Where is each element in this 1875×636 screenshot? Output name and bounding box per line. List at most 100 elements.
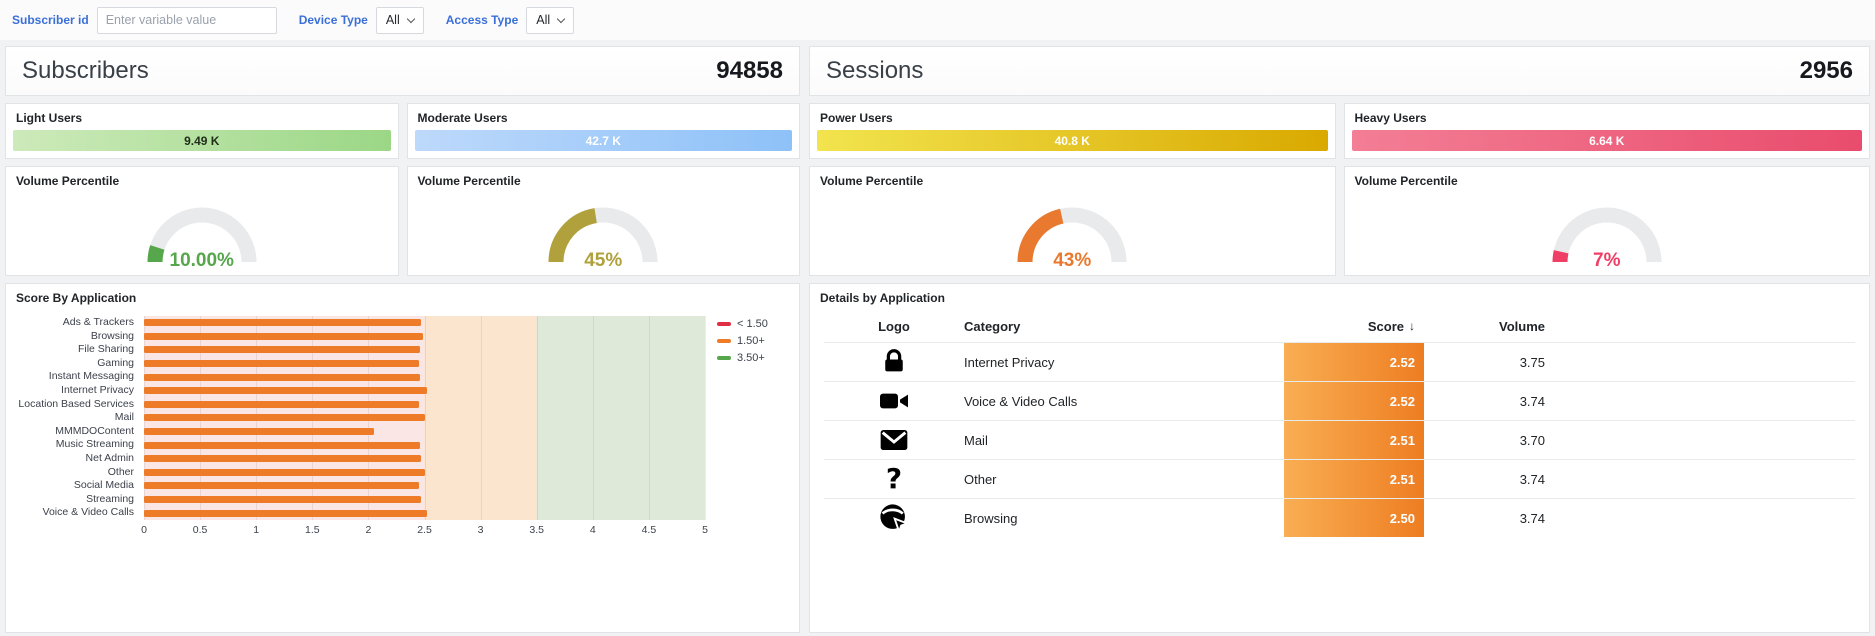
x-tick-label: 3 [477, 524, 484, 536]
bar[interactable] [144, 468, 425, 476]
score-cell: 2.52 [1284, 382, 1424, 420]
category-cell: Voice & Video Calls [964, 393, 1078, 409]
device-type-select[interactable]: All [375, 6, 424, 34]
gauge: 10.00% [127, 192, 277, 272]
stat-bar: 42.7 K [414, 130, 792, 151]
sort-desc-icon: ↓ [1409, 319, 1415, 333]
table-row[interactable]: Internet Privacy 2.52 3.75 [824, 342, 1855, 381]
volume-cell: 3.75 [1519, 354, 1545, 370]
logo-cell [824, 421, 964, 459]
bar[interactable] [144, 482, 419, 490]
gauge-value: 7% [1593, 250, 1621, 271]
column-header-category[interactable]: Category [964, 318, 1021, 334]
bar[interactable] [144, 400, 419, 408]
panel-title[interactable]: Score By Application [16, 291, 137, 305]
sessions-title: Sessions [826, 57, 924, 84]
bar-row [144, 384, 705, 398]
bar-category-label: Net Admin [85, 451, 134, 464]
legend-item[interactable]: 3.50+ [717, 352, 793, 364]
bar[interactable] [144, 428, 374, 436]
subscriber-id-input[interactable] [96, 6, 277, 34]
gauge-arc [147, 207, 257, 263]
panel-title[interactable]: Details by Application [820, 291, 945, 305]
panel-title[interactable]: Volume Percentile [417, 174, 521, 188]
bar-chart-legend: < 1.50 1.50+ 3.50+ [705, 316, 793, 538]
bar-category-label: MMMDOContent [55, 424, 134, 437]
category-cell: Internet Privacy [964, 354, 1055, 370]
bar-row [144, 506, 705, 520]
column-header-volume[interactable]: Volume [1499, 318, 1545, 334]
bar[interactable] [144, 360, 419, 368]
panel-title[interactable]: Heavy Users [1354, 111, 1427, 125]
access-type-select[interactable]: All [526, 6, 575, 34]
panel-title[interactable]: Volume Percentile [820, 174, 924, 188]
column-header-score-label: Score [1367, 318, 1404, 334]
stat-value: 9.49 K [184, 133, 220, 148]
table-body: Internet Privacy 2.52 3.75 Voice & Video Ca… [824, 342, 1855, 537]
bar-row [144, 438, 705, 452]
sessions-column: Sessions 2956 Power Users 40.8 K Heavy U… [809, 46, 1870, 633]
bar-category-label: Streaming [86, 492, 134, 505]
x-tick-label: 2.5 [417, 524, 432, 536]
bar[interactable] [144, 455, 422, 463]
bar-chart-plot-column: 0 0.5 1 1.5 2 2.5 3 3.5 4 4.5 5 [141, 316, 708, 538]
panel-title[interactable]: Volume Percentile [1354, 174, 1458, 188]
subscriber-id-label: Subscriber id [12, 13, 89, 27]
gridline [424, 316, 426, 520]
column-header-score[interactable]: Score ↓ [1284, 319, 1424, 334]
table-row[interactable]: Browsing 2.50 3.74 [824, 498, 1855, 537]
legend-item[interactable]: < 1.50 [717, 318, 793, 330]
bar[interactable] [144, 414, 425, 422]
volume-cell: 3.74 [1519, 471, 1545, 487]
x-tick-label: 4.5 [641, 524, 657, 536]
volume-percentile-panel-light: Volume Percentile 10.00% [5, 166, 399, 276]
bar[interactable] [144, 373, 420, 381]
table-row[interactable]: ? Other 2.51 3.74 [824, 459, 1855, 498]
subscribers-column: Subscribers 94858 Light Users 9.49 K Mod… [5, 46, 800, 633]
legend-label: 3.50+ [737, 352, 765, 364]
details-table: Logo Category Score ↓ Volume Internet Pr… [810, 310, 1869, 537]
volume-percentile-panel-moderate: Volume Percentile 45% [406, 166, 800, 276]
envelope-icon [878, 424, 910, 456]
legend-label: < 1.50 [737, 318, 768, 330]
bar[interactable] [144, 496, 422, 504]
access-type-label: Access Type [445, 13, 519, 27]
gauge: 7% [1532, 192, 1682, 272]
bar-row [144, 370, 705, 384]
bar-row [144, 398, 705, 412]
table-row[interactable]: Voice & Video Calls 2.52 3.74 [824, 381, 1855, 420]
row-spacer [1554, 421, 1855, 459]
volume-cell: 3.70 [1519, 432, 1545, 448]
table-row[interactable]: Mail 2.51 3.70 [824, 420, 1855, 459]
stat-panel-light-users: Light Users 9.49 K [5, 103, 399, 159]
panel-title[interactable]: Volume Percentile [16, 174, 120, 188]
x-tick-label: 0.5 [192, 524, 208, 536]
stat-panel-moderate-users: Moderate Users 42.7 K [406, 103, 800, 159]
subscriber-gauges-row: Volume Percentile 10.00% Volume Percenti… [5, 166, 800, 276]
bar[interactable] [144, 441, 420, 449]
table-header-row: Logo Category Score ↓ Volume [824, 310, 1855, 342]
bar-category-label: Other [107, 465, 134, 478]
bar[interactable] [144, 387, 427, 395]
bar-chart-x-axis: 0 0.5 1 1.5 2 2.5 3 3.5 4 4.5 5 [141, 520, 708, 538]
gauge-value: 10.00% [169, 250, 234, 271]
bar[interactable] [144, 346, 420, 354]
category-cell: Browsing [964, 510, 1018, 526]
x-tick-label: 1.5 [304, 524, 320, 536]
panel-title[interactable]: Moderate Users [417, 111, 508, 125]
video-camera-icon [878, 385, 910, 417]
panel-title[interactable]: Power Users [820, 111, 893, 125]
column-header-logo[interactable]: Logo [878, 318, 910, 334]
bar[interactable] [144, 332, 424, 340]
bar[interactable] [144, 319, 422, 327]
panel-title[interactable]: Light Users [16, 111, 83, 125]
legend-item[interactable]: 1.50+ [717, 335, 793, 347]
subscribers-title: Subscribers [22, 57, 149, 84]
bar[interactable] [144, 509, 427, 517]
row-spacer [1554, 382, 1855, 420]
x-tick-label: 5 [702, 524, 708, 536]
row-spacer [1554, 343, 1855, 381]
stat-bar: 9.49 K [13, 130, 391, 151]
legend-label: 1.50+ [737, 335, 765, 347]
score-cell: 2.50 [1284, 499, 1424, 537]
